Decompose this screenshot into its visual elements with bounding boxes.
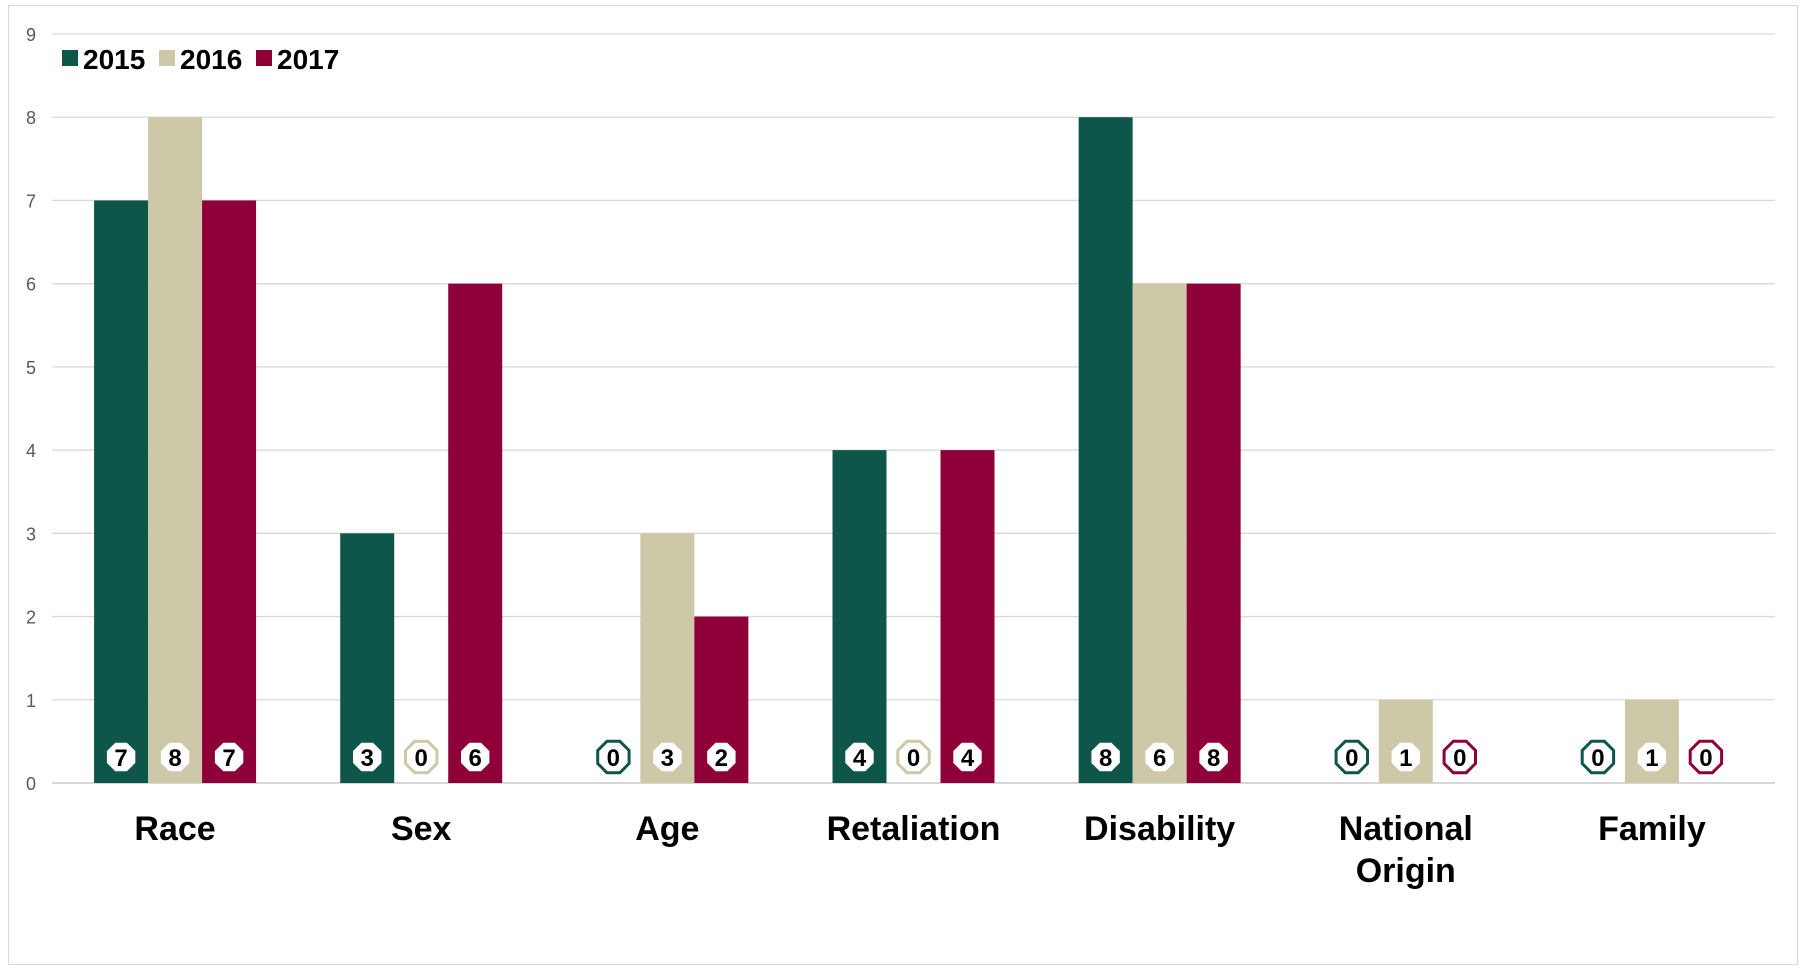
data-label: 1 bbox=[1645, 745, 1658, 772]
data-label-badge bbox=[896, 739, 931, 775]
category-label: Age bbox=[635, 810, 699, 848]
data-label: 0 bbox=[607, 745, 620, 772]
data-label: 0 bbox=[1591, 745, 1604, 772]
y-tick-label: 5 bbox=[26, 358, 36, 378]
legend-label: 2016 bbox=[180, 44, 242, 75]
data-label-badge bbox=[1142, 739, 1177, 775]
data-label: 0 bbox=[907, 745, 920, 772]
data-label: 2 bbox=[715, 745, 728, 772]
data-label: 7 bbox=[222, 745, 235, 772]
data-label: 8 bbox=[168, 745, 181, 772]
y-tick-label: 4 bbox=[26, 441, 36, 461]
data-label-badge bbox=[157, 739, 193, 775]
legend-swatch bbox=[62, 50, 78, 66]
data-label-badge bbox=[842, 739, 877, 775]
bar-retaliation-2017 bbox=[940, 450, 995, 783]
bar-retaliation-2015 bbox=[832, 450, 887, 783]
legend-label: 2017 bbox=[277, 44, 339, 75]
category-label: Retaliation bbox=[827, 810, 1001, 848]
category-label: Race bbox=[134, 810, 215, 848]
data-label-badge bbox=[1088, 739, 1123, 775]
data-label-badge bbox=[1442, 739, 1477, 775]
data-label: 8 bbox=[1207, 745, 1220, 772]
bar-race-2017 bbox=[202, 200, 257, 783]
y-tick-label: 1 bbox=[26, 691, 36, 711]
y-tick-label: 2 bbox=[26, 608, 36, 628]
data-label-badge bbox=[596, 739, 631, 775]
data-label-badge bbox=[1580, 739, 1616, 775]
bar-sex-2017 bbox=[448, 283, 503, 783]
bar-disability-2017 bbox=[1186, 283, 1241, 783]
data-label: 4 bbox=[961, 745, 975, 772]
data-label: 0 bbox=[1345, 745, 1358, 772]
data-label: 4 bbox=[853, 745, 867, 772]
data-label-badge bbox=[1334, 739, 1369, 775]
data-label-badge bbox=[1388, 739, 1423, 775]
data-label-badge bbox=[1196, 739, 1231, 775]
data-label: 1 bbox=[1399, 745, 1412, 772]
bar-race-2016 bbox=[148, 117, 203, 783]
data-label-badge bbox=[704, 739, 739, 775]
bar-race-2015 bbox=[94, 200, 149, 783]
category-label: Sex bbox=[391, 810, 452, 848]
bar-disability-2015 bbox=[1078, 117, 1133, 783]
data-label: 0 bbox=[1699, 745, 1712, 772]
data-label-badge bbox=[1634, 739, 1670, 775]
legend-swatch bbox=[256, 50, 272, 66]
data-label-badge bbox=[404, 739, 439, 775]
data-label-badge bbox=[1688, 739, 1724, 775]
data-label-badge bbox=[350, 739, 385, 775]
y-tick-label: 6 bbox=[26, 275, 36, 295]
data-label: 7 bbox=[114, 745, 127, 772]
chart-frame bbox=[8, 5, 1798, 965]
data-label-badge bbox=[458, 739, 493, 775]
y-tick-label: 7 bbox=[26, 191, 36, 211]
data-label: 3 bbox=[661, 745, 674, 772]
data-label: 0 bbox=[415, 745, 428, 772]
category-label: Family bbox=[1598, 810, 1706, 848]
data-label: 3 bbox=[361, 745, 374, 772]
bar-disability-2016 bbox=[1132, 283, 1187, 783]
y-tick-label: 9 bbox=[26, 25, 36, 45]
y-tick-label: 3 bbox=[26, 524, 36, 544]
category-label: National bbox=[1339, 810, 1473, 848]
y-tick-label: 0 bbox=[26, 774, 36, 794]
data-label-badge bbox=[211, 739, 247, 775]
legend-swatch bbox=[159, 50, 175, 66]
data-label: 0 bbox=[1453, 745, 1466, 772]
data-label-badge bbox=[103, 739, 139, 775]
legend-label: 2015 bbox=[83, 44, 145, 75]
data-label-badge bbox=[650, 739, 685, 775]
data-label: 6 bbox=[1153, 745, 1166, 772]
category-label: Origin bbox=[1356, 852, 1456, 890]
data-label-badge bbox=[950, 739, 985, 775]
data-label: 8 bbox=[1099, 745, 1112, 772]
category-label: Disability bbox=[1084, 810, 1235, 848]
data-label: 6 bbox=[469, 745, 482, 772]
y-tick-label: 8 bbox=[26, 108, 36, 128]
